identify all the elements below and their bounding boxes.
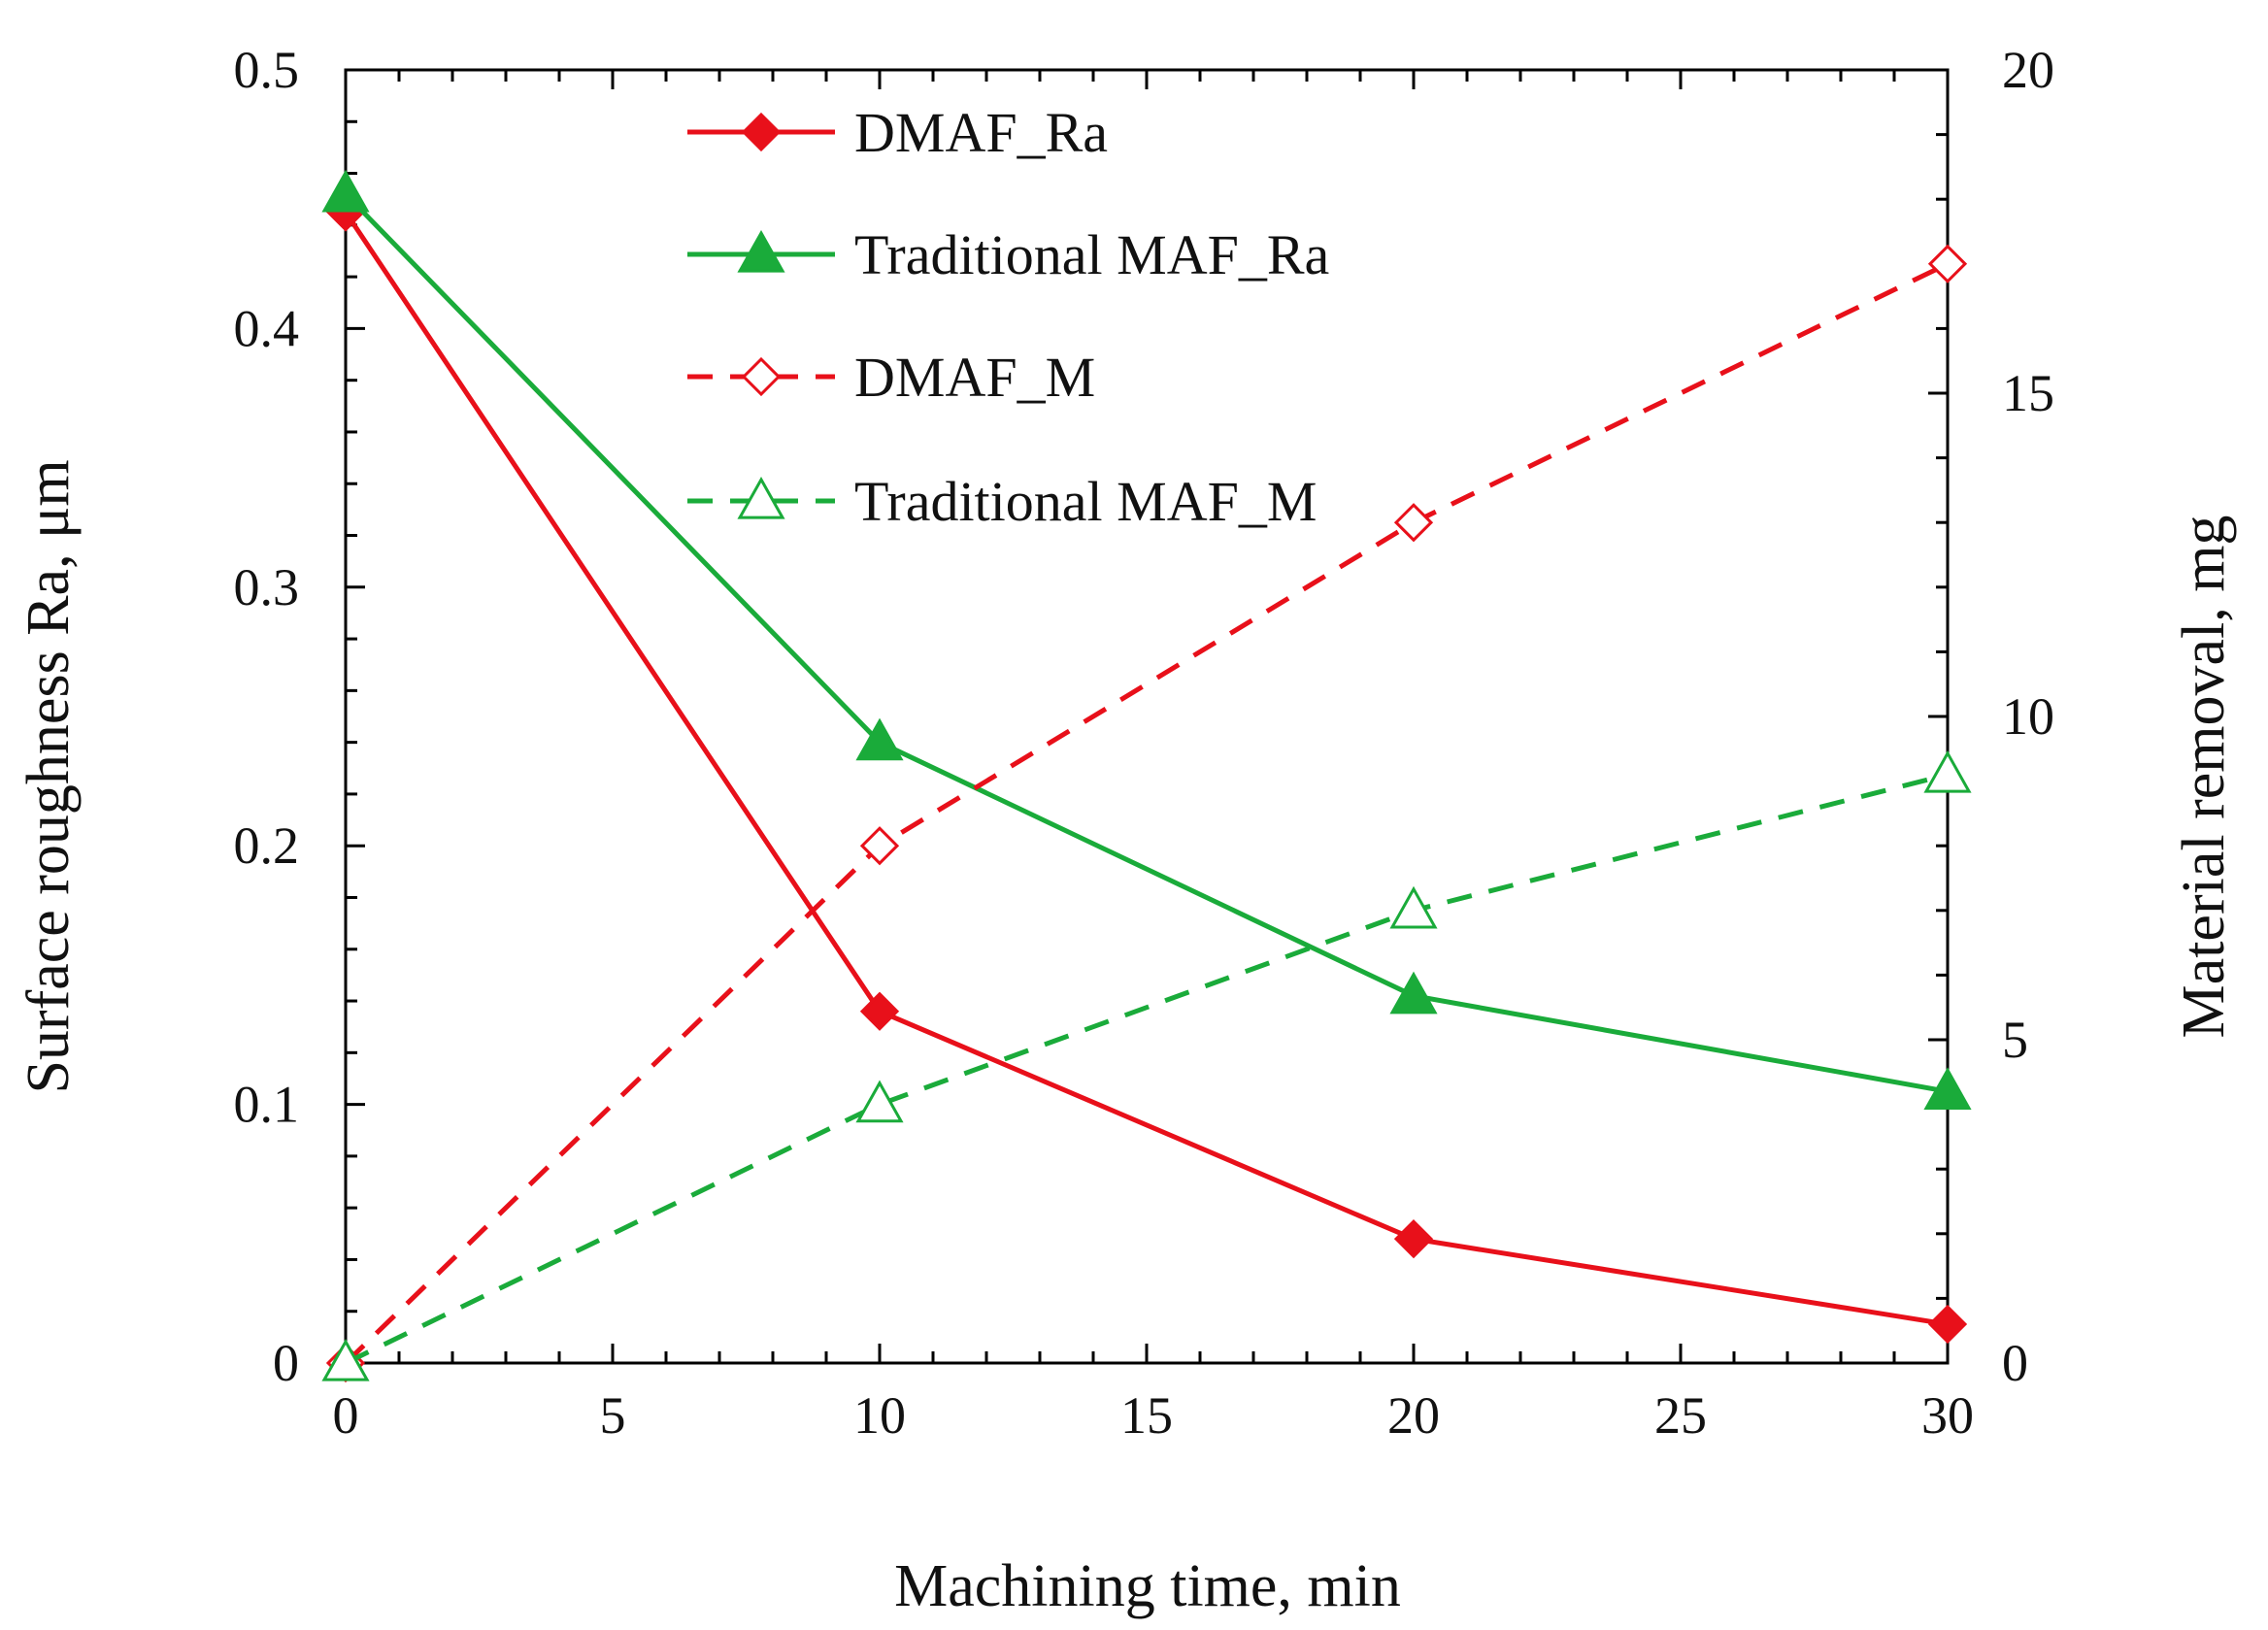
y-left-tick-label: 0.4 — [234, 299, 300, 357]
series-line — [343, 211, 1949, 1327]
legend-item: Traditional MAF_M — [687, 470, 1317, 533]
series-line — [344, 772, 1949, 1366]
y-left-tick-label: 0.2 — [234, 816, 300, 875]
y-axis-right-title: Material removal, mg — [2171, 516, 2237, 1039]
y-left-tick-label: 0.3 — [234, 558, 300, 616]
x-tick-label: 30 — [1921, 1386, 1974, 1445]
legend-item: DMAF_Ra — [687, 101, 1108, 164]
data-point — [1923, 1067, 1972, 1110]
y-left-tick-label: 0.5 — [234, 41, 300, 99]
legend-item: Traditional MAF_Ra — [687, 223, 1329, 286]
data-point — [1389, 971, 1438, 1015]
data-point — [321, 1338, 370, 1381]
legend-label: DMAF_Ra — [854, 101, 1108, 164]
data-point — [321, 169, 370, 213]
legend-swatch-marker — [737, 229, 785, 273]
data-point — [1927, 1304, 1968, 1345]
axis-titles: Machining time, min Surface roughness Ra… — [16, 459, 2237, 1619]
legend: DMAF_Ra Traditional MAF_Ra DMAF_M Tradition… — [687, 101, 1329, 533]
series-dmaf-m — [325, 244, 1968, 1383]
x-axis-title: Machining time, min — [894, 1553, 1401, 1619]
legend-swatch-marker — [737, 476, 785, 519]
data-point — [859, 991, 900, 1031]
legend-label: DMAF_M — [854, 346, 1095, 409]
data-point — [1393, 1219, 1434, 1259]
data-point — [1923, 749, 1972, 793]
y-right-tick-label: 0 — [2002, 1334, 2028, 1392]
x-tick-label: 25 — [1654, 1386, 1707, 1445]
data-point — [859, 826, 900, 866]
y-right-tick-label: 5 — [2002, 1011, 2028, 1069]
x-tick-label: 15 — [1120, 1386, 1173, 1445]
y-axis-left-title: Surface roughness Ra, μm — [16, 459, 82, 1093]
legend-swatch-marker — [741, 112, 782, 152]
series-layer — [321, 169, 1972, 1383]
x-tick-label: 20 — [1387, 1386, 1440, 1445]
legend-swatch-marker — [741, 356, 782, 397]
data-point — [855, 717, 904, 761]
y-right-tick-label: 15 — [2002, 364, 2054, 422]
y-left-tick-label: 0 — [273, 1334, 299, 1392]
y-right-tick-label: 20 — [2002, 41, 2054, 99]
y-right-tick-label: 10 — [2002, 687, 2054, 746]
data-point — [1393, 503, 1434, 543]
legend-label: Traditional MAF_M — [854, 470, 1317, 533]
data-point — [855, 1080, 904, 1123]
series-traditional-maf-m — [321, 749, 1972, 1381]
x-tick-label: 10 — [853, 1386, 906, 1445]
series-line — [344, 192, 1949, 1094]
legend-label: Traditional MAF_Ra — [854, 223, 1329, 286]
data-point — [1389, 885, 1438, 929]
series-line — [344, 261, 1950, 1365]
x-tick-label: 0 — [333, 1386, 359, 1445]
x-tick-label: 5 — [600, 1386, 626, 1445]
legend-item: DMAF_M — [687, 346, 1095, 409]
series-dmaf-ra — [325, 192, 1968, 1345]
data-point — [1927, 244, 1968, 283]
series-traditional-maf-ra — [321, 169, 1972, 1110]
y-left-tick-label: 0.1 — [234, 1076, 300, 1134]
